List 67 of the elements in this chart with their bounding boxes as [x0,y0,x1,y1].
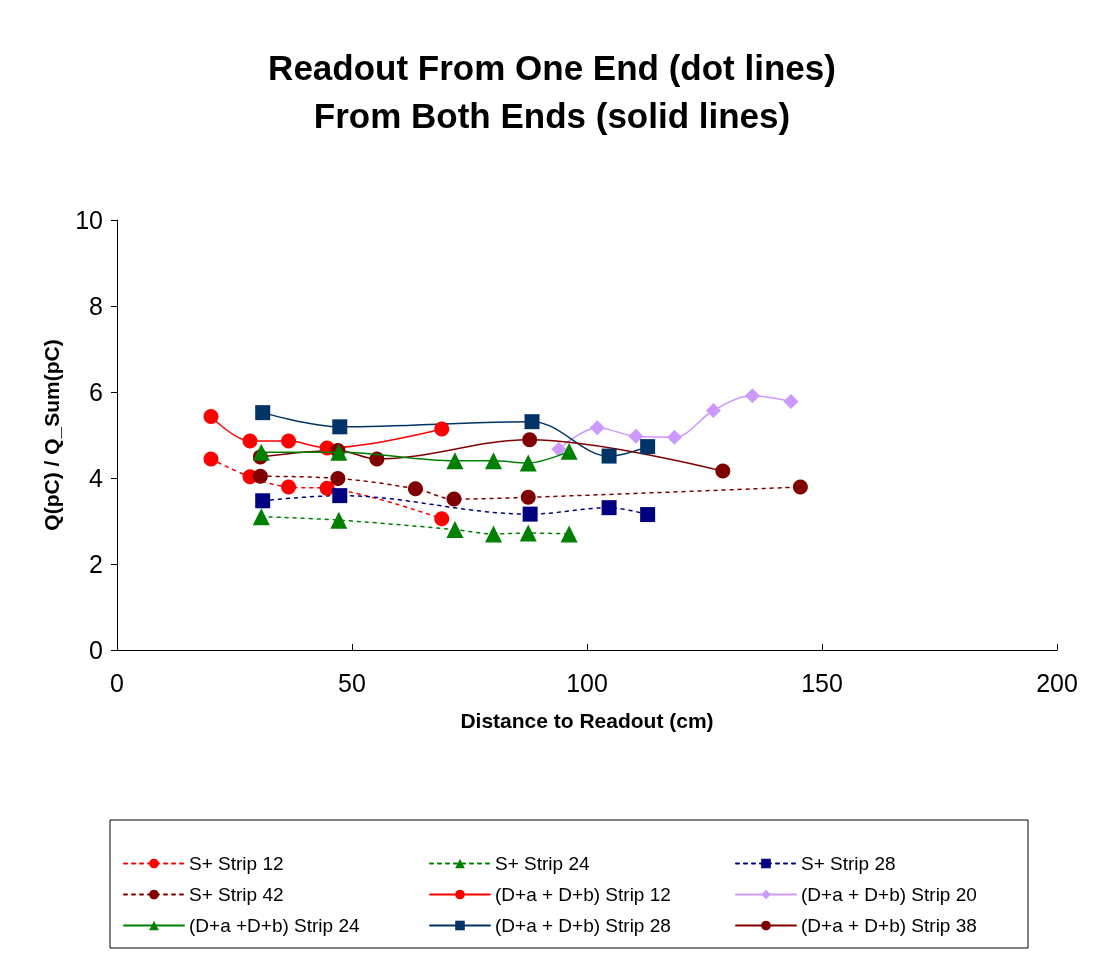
point [319,480,335,496]
point [252,443,270,461]
y-tick-label: 8 [89,292,103,320]
y-tick-label: 10 [75,206,103,234]
chart-title: Readout From One End (dot lines) From Both Ends (solid lines) [268,47,836,135]
point [434,511,450,527]
legend-label: (D+a + D+b) Strip 28 [495,915,671,936]
point [522,432,538,448]
point [281,433,297,449]
point [255,405,271,421]
x-tick-label: 200 [1036,668,1078,697]
legend-label: (D+a +D+b) Strip 24 [189,915,360,936]
point [446,452,464,470]
point [601,448,617,464]
point [242,433,258,449]
point [640,439,656,455]
point [255,493,271,509]
point [792,479,808,495]
point [203,409,219,425]
y-tick-label: 0 [89,636,103,664]
point [783,393,799,409]
point [601,500,617,516]
y-tick-label: 6 [89,378,103,406]
point [330,511,348,529]
y-tick-label: 2 [89,550,103,578]
point [705,402,721,418]
point [446,521,464,539]
point [522,506,538,522]
x-tick-label: 0 [110,668,124,697]
point [519,524,537,542]
x-axis-title: Distance to Readout (cm) [460,709,714,732]
point [281,479,297,495]
point [560,442,578,460]
legend-label: (D+a + D+b) Strip 20 [801,884,977,905]
point [666,429,682,445]
point [332,488,348,504]
point [434,421,450,437]
point [520,489,536,505]
point [560,525,578,543]
point [407,481,423,497]
point [203,451,219,467]
point [744,388,760,404]
point [519,454,537,472]
point [330,470,346,486]
point [484,452,502,470]
point [484,525,502,543]
legend-label: S+ Strip 12 [189,853,284,874]
point [446,491,462,507]
legend-label: S+ Strip 28 [801,853,896,874]
point [332,419,348,435]
x-tick-label: 50 [338,668,366,697]
point [628,428,644,444]
point [640,507,656,523]
x-tick-label: 150 [801,668,843,697]
point [551,441,567,457]
x-tick-label: 100 [566,668,608,697]
y-tick-label: 4 [89,464,104,492]
point [252,468,268,484]
point [589,420,605,436]
point [715,463,731,479]
point [252,508,270,526]
y-axis-title: Q(pC) / Q_Sum(pC) [40,339,63,531]
legend-label: S+ Strip 42 [189,884,284,905]
legend-label: (D+a + D+b) Strip 38 [801,915,977,936]
legend-label: (D+a + D+b) Strip 12 [495,884,671,905]
point [524,414,540,430]
legend-label: S+ Strip 24 [495,853,590,874]
